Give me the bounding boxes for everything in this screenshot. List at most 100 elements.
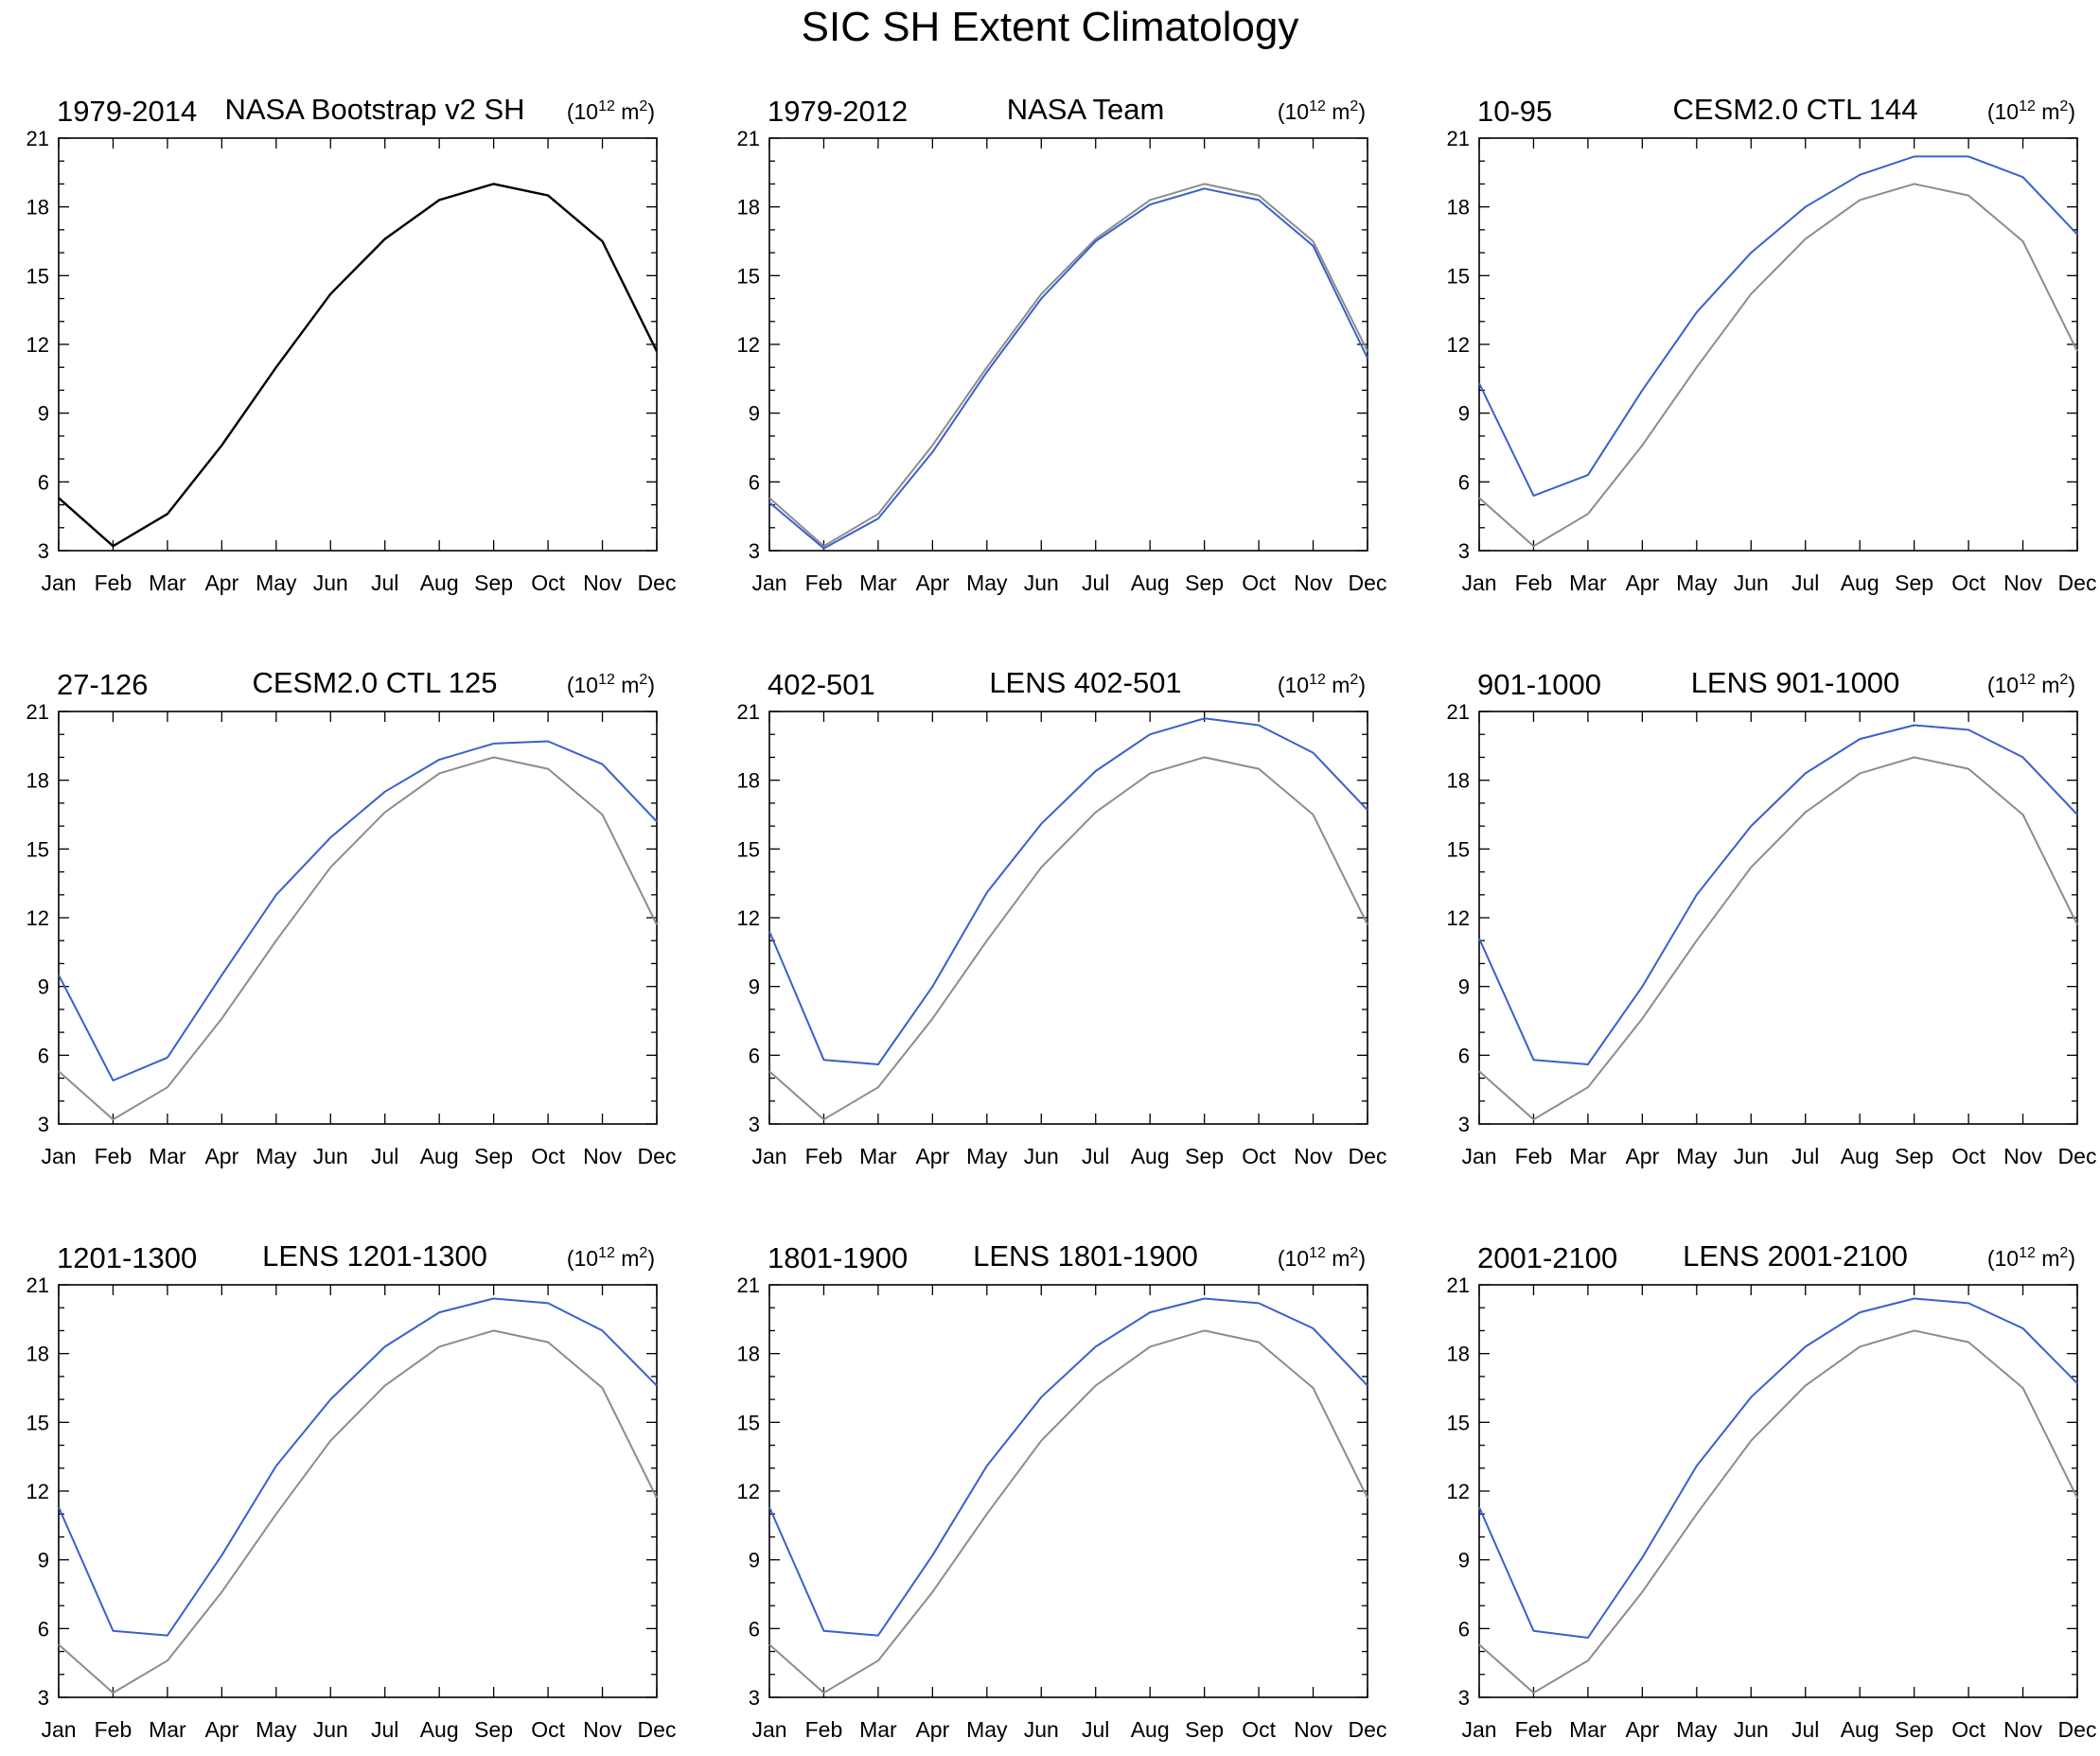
panel-left-label: 1801-1900 <box>768 1241 908 1274</box>
panel-left-label: 1201-1300 <box>57 1241 197 1274</box>
y-tick-label: 9 <box>749 1549 760 1572</box>
y-tick-label: 3 <box>38 539 49 563</box>
x-tick-label: Nov <box>2003 1144 2042 1168</box>
x-tick-label: Jul <box>1082 1717 1109 1742</box>
y-tick-label: 3 <box>749 539 760 563</box>
series-line-model <box>1478 155 2078 497</box>
y-tick-label: 18 <box>26 196 49 220</box>
x-tick-label: Dec <box>2058 1144 2097 1168</box>
y-tick-label: 3 <box>749 1113 760 1136</box>
x-tick-label: Aug <box>1841 1717 1879 1742</box>
series-line-observation <box>58 183 659 548</box>
x-tick-label: Feb <box>1515 571 1553 595</box>
x-tick-label: Mar <box>859 1717 897 1742</box>
series-line-model <box>58 1297 658 1637</box>
x-tick-label: Jun <box>1024 1717 1059 1742</box>
y-tick-label: 3 <box>1458 1686 1470 1710</box>
x-tick-label: Feb <box>95 1717 132 1742</box>
series-line-reference <box>1478 183 2078 548</box>
figure-title: SIC SH Extent Climatology <box>801 4 1299 50</box>
chart-panel-3: 3 6 9 12 15 18 21 Jan Feb Mar Apr May Jun Jul Aug Sep Oc… <box>1447 93 2097 595</box>
y-tick-label: 15 <box>737 837 760 861</box>
x-tick-label: Nov <box>1294 1144 1332 1168</box>
y-tick-label: 12 <box>737 906 760 930</box>
x-tick-label: Aug <box>420 571 459 595</box>
x-tick-label: Oct <box>1951 571 1985 595</box>
x-tick-label: Jan <box>1461 571 1496 595</box>
x-tick-label: Mar <box>1569 1144 1607 1168</box>
x-tick-label: Apr <box>915 1144 949 1168</box>
y-tick-label: 12 <box>737 333 760 357</box>
y-tick-label: 6 <box>38 470 49 494</box>
y-tick-label: 21 <box>1447 700 1470 724</box>
x-tick-label: May <box>256 1717 297 1742</box>
y-tick-label: 21 <box>1447 127 1470 150</box>
x-tick-label: Aug <box>420 1717 459 1742</box>
x-tick-label: Jun <box>1734 571 1769 595</box>
panel-units: (1012 m2) <box>1278 672 1366 697</box>
y-tick-label: 3 <box>1458 1113 1470 1136</box>
x-tick-label: Mar <box>149 1717 186 1742</box>
panel-title: LENS 402-501 <box>989 666 1181 699</box>
x-tick-label: May <box>1676 571 1718 595</box>
x-tick-label: Dec <box>1349 571 1387 595</box>
x-tick-label: May <box>1676 1144 1718 1168</box>
x-tick-label: May <box>256 1144 297 1168</box>
panel-left-label: 901-1000 <box>1477 668 1601 701</box>
x-tick-label: Nov <box>583 571 622 595</box>
series-line-reference <box>1478 1329 2078 1695</box>
x-tick-label: Apr <box>1625 1144 1659 1168</box>
y-tick-label: 21 <box>737 700 760 724</box>
y-tick-label: 12 <box>737 1480 760 1503</box>
x-tick-label: Apr <box>204 1717 238 1742</box>
y-tick-label: 9 <box>1458 402 1470 426</box>
y-tick-label: 6 <box>1458 1044 1470 1067</box>
x-tick-label: Mar <box>1569 1717 1607 1742</box>
plot-frame <box>58 1284 658 1698</box>
y-tick-label: 18 <box>737 769 760 793</box>
x-tick-label: Jul <box>1791 571 1819 595</box>
x-tick-label: Jun <box>1734 1717 1769 1742</box>
x-tick-label: Aug <box>420 1144 459 1168</box>
x-tick-label: Aug <box>1131 571 1170 595</box>
x-tick-label: Jan <box>751 1717 786 1742</box>
y-tick-label: 9 <box>1458 975 1470 999</box>
x-tick-label: Jun <box>1734 1144 1769 1168</box>
y-tick-label: 12 <box>26 333 49 357</box>
x-tick-label: Dec <box>638 1717 677 1742</box>
x-tick-label: Oct <box>1242 571 1276 595</box>
x-tick-label: Jul <box>371 571 398 595</box>
series-line-model <box>768 1297 1368 1637</box>
series-line-reference <box>768 1329 1368 1695</box>
y-tick-label: 3 <box>749 1686 760 1710</box>
chart-panel-9: 3 6 9 12 15 18 21 Jan Feb Mar Apr May Jun Jul Aug Sep Oc… <box>1447 1239 2097 1742</box>
y-tick-label: 12 <box>1447 1480 1470 1503</box>
y-tick-label: 6 <box>38 1617 49 1641</box>
plot-frame <box>58 711 658 1125</box>
y-tick-label: 15 <box>26 837 49 861</box>
x-tick-label: Dec <box>2058 1717 2097 1742</box>
x-tick-label: Jan <box>41 571 76 595</box>
chart-panel-6: 3 6 9 12 15 18 21 Jan Feb Mar Apr May Jun Jul Aug Sep Oc… <box>1447 666 2097 1168</box>
series-line-reference <box>1478 756 2078 1121</box>
x-tick-label: Jul <box>1791 1144 1819 1168</box>
x-tick-label: Sep <box>1185 571 1224 595</box>
panel-title: NASA Team <box>1007 93 1165 126</box>
x-tick-label: Jul <box>1791 1717 1819 1742</box>
panel-title: CESM2.0 CTL 144 <box>1672 93 1917 126</box>
x-tick-label: Jul <box>1082 571 1109 595</box>
panel-units: (1012 m2) <box>1987 98 2075 124</box>
x-tick-label: Apr <box>915 1717 949 1742</box>
x-tick-label: Sep <box>1895 1144 1933 1168</box>
x-tick-label: May <box>256 571 297 595</box>
x-tick-label: Sep <box>474 1144 513 1168</box>
panel-title: LENS 1201-1300 <box>262 1239 487 1273</box>
chart-panel-8: 3 6 9 12 15 18 21 Jan Feb Mar Apr May Jun Jul Aug Sep Oc… <box>737 1239 1387 1742</box>
x-tick-label: Jun <box>313 1144 348 1168</box>
x-tick-label: May <box>966 571 1008 595</box>
y-tick-label: 21 <box>737 1273 760 1297</box>
x-tick-label: Jun <box>313 571 348 595</box>
y-tick-label: 15 <box>1447 264 1470 288</box>
x-tick-label: Feb <box>805 571 843 595</box>
x-tick-label: Sep <box>1185 1717 1224 1742</box>
